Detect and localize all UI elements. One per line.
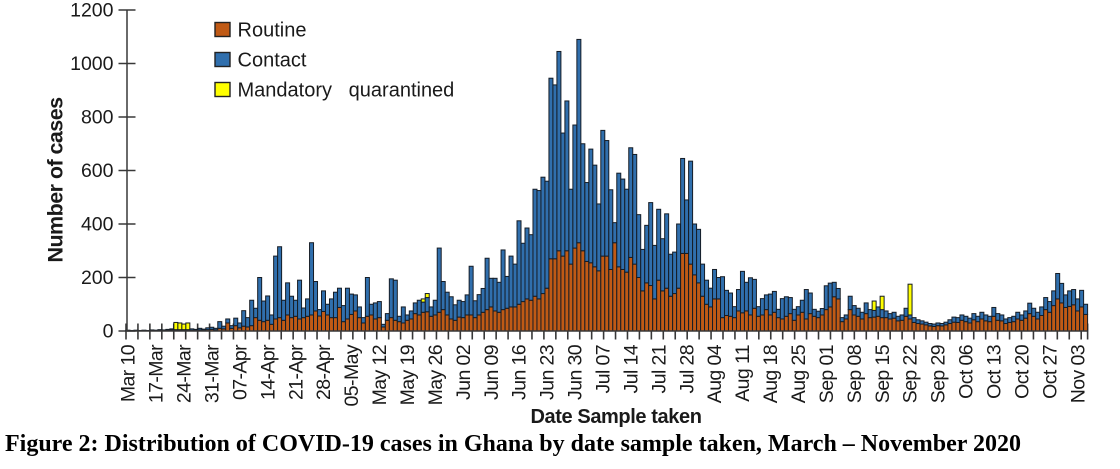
svg-text:Oct 27: Oct 27 bbox=[1039, 345, 1061, 399]
svg-text:Contact: Contact bbox=[238, 50, 307, 72]
svg-text:17-Mar: 17-Mar bbox=[146, 344, 168, 403]
svg-text:May 19: May 19 bbox=[397, 345, 419, 405]
svg-text:1000: 1000 bbox=[70, 53, 114, 75]
svg-text:200: 200 bbox=[81, 267, 114, 289]
svg-text:Oct 13: Oct 13 bbox=[984, 345, 1006, 399]
svg-text:Oct 06: Oct 06 bbox=[956, 345, 978, 399]
svg-text:Jul 21: Jul 21 bbox=[648, 345, 670, 393]
svg-text:05-May: 05-May bbox=[341, 344, 363, 406]
svg-text:28-Apr: 28-Apr bbox=[313, 344, 335, 400]
svg-text:Nov 03: Nov 03 bbox=[1067, 345, 1089, 403]
svg-text:Sep 29: Sep 29 bbox=[928, 345, 950, 403]
svg-text:Jun 16: Jun 16 bbox=[509, 345, 531, 400]
svg-text:24-Mar: 24-Mar bbox=[174, 344, 196, 403]
svg-text:600: 600 bbox=[81, 160, 114, 182]
svg-text:21-Apr: 21-Apr bbox=[285, 344, 307, 400]
svg-text:Jul 28: Jul 28 bbox=[676, 345, 698, 393]
svg-text:Jul 07: Jul 07 bbox=[593, 345, 615, 393]
svg-text:Aug 18: Aug 18 bbox=[760, 345, 782, 403]
svg-text:Jun 09: Jun 09 bbox=[481, 345, 503, 400]
svg-text:Sep 08: Sep 08 bbox=[844, 345, 866, 403]
svg-text:Jun 23: Jun 23 bbox=[537, 345, 559, 400]
svg-text:Sep 15: Sep 15 bbox=[872, 344, 894, 403]
svg-text:Aug 04: Aug 04 bbox=[704, 344, 726, 403]
svg-text:Aug 25: Aug 25 bbox=[788, 344, 810, 403]
svg-text:Figure 2: Distribution of COVI: Figure 2: Distribution of COVID-19 cases… bbox=[5, 431, 1021, 457]
svg-text:Oct 20: Oct 20 bbox=[1011, 344, 1033, 399]
svg-text:Jul 14: Jul 14 bbox=[620, 344, 642, 393]
svg-text:0: 0 bbox=[103, 321, 114, 343]
svg-text:400: 400 bbox=[81, 214, 114, 236]
svg-text:Sep 01: Sep 01 bbox=[816, 345, 838, 403]
svg-text:Mar 10: Mar 10 bbox=[118, 344, 140, 402]
svg-text:14-Apr: 14-Apr bbox=[257, 344, 279, 400]
svg-text:Sep 22: Sep 22 bbox=[900, 345, 922, 403]
svg-text:Mandatory quarantined: Mandatory quarantined bbox=[238, 80, 455, 102]
svg-text:800: 800 bbox=[81, 107, 114, 129]
svg-text:Aug 11: Aug 11 bbox=[732, 345, 754, 402]
svg-text:1200: 1200 bbox=[70, 0, 114, 22]
svg-text:May 12: May 12 bbox=[369, 345, 391, 405]
svg-text:Date Sample taken: Date Sample taken bbox=[530, 406, 701, 428]
svg-text:Jun 30: Jun 30 bbox=[565, 344, 587, 400]
svg-text:31-Mar: 31-Mar bbox=[201, 344, 223, 403]
svg-text:Number of cases: Number of cases bbox=[44, 97, 68, 263]
svg-text:07-Apr: 07-Apr bbox=[229, 344, 251, 400]
svg-text:Routine: Routine bbox=[238, 20, 307, 42]
svg-text:Jun 02: Jun 02 bbox=[453, 345, 475, 400]
svg-text:May 26: May 26 bbox=[425, 345, 447, 405]
